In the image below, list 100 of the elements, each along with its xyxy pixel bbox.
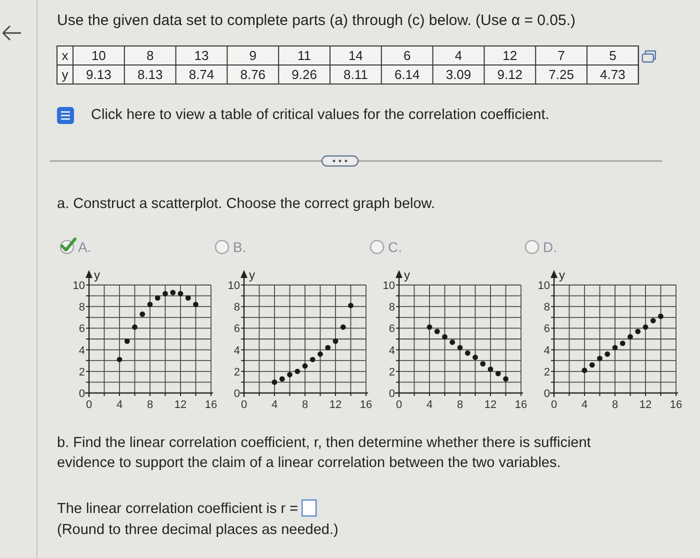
category-label: 7 xyxy=(558,48,565,63)
y-tick-label: 6 xyxy=(388,323,395,336)
category-label: 10 xyxy=(91,48,106,63)
x-tick-label: 12 xyxy=(329,399,342,411)
point xyxy=(650,318,656,324)
data-label: 7.25 xyxy=(548,67,574,82)
point xyxy=(635,328,641,334)
point xyxy=(132,324,138,330)
point xyxy=(434,328,440,334)
category-label: 14 xyxy=(348,48,363,63)
y-axis-title: y xyxy=(94,268,100,282)
text: Use the given data set to complete parts (a) through (c) below. (Use α = 0.05.) xyxy=(57,12,576,29)
point xyxy=(442,334,448,340)
y-tick-label: 0 xyxy=(234,388,240,400)
data-label: 6.14 xyxy=(394,67,420,82)
category-label: 13 xyxy=(194,48,209,63)
y-tick-label: 4 xyxy=(234,344,240,357)
y-tick-label: 6 xyxy=(234,323,240,336)
data-label: 8.13 xyxy=(137,67,163,82)
point xyxy=(597,356,602,362)
text: The linear correlation coefficient is r = xyxy=(57,501,298,517)
point xyxy=(426,324,432,330)
y-axis-title: y xyxy=(559,268,565,282)
point xyxy=(612,344,618,350)
data-label: 8.11 xyxy=(344,67,368,82)
point xyxy=(480,361,486,367)
point xyxy=(620,340,626,346)
y-tick-label: 10 xyxy=(382,280,395,292)
point xyxy=(325,344,331,350)
y-tick-label: 6 xyxy=(544,323,550,336)
y-tick-label: 2 xyxy=(388,366,395,378)
text: b. Find the linear correlation coefficient, r, then determine whether there is sufficient evidence to support the claim of a linear correlation between the two variables. xyxy=(57,435,591,471)
point xyxy=(488,366,494,372)
point xyxy=(450,340,456,345)
y-tick-label: 0 xyxy=(78,388,85,400)
y-tick-label: 10 xyxy=(538,280,550,292)
point xyxy=(589,362,595,368)
y-axis-title: y xyxy=(249,268,255,282)
point xyxy=(503,376,508,382)
data-label: 3.09 xyxy=(446,67,472,82)
y-tick-label: 8 xyxy=(234,302,240,314)
y-tick-label: 0 xyxy=(388,388,395,400)
x-tick-label: 16 xyxy=(514,399,528,411)
x-tick-label: 8 xyxy=(146,399,154,411)
x-tick-label: 16 xyxy=(670,399,682,411)
point xyxy=(464,350,470,356)
y-tick-label: 4 xyxy=(388,344,395,357)
y-tick-label: 0 xyxy=(544,388,550,400)
point xyxy=(287,372,292,378)
x-tick-label: 4 xyxy=(116,399,123,411)
y-tick-label: 2 xyxy=(544,366,550,378)
point xyxy=(340,324,346,330)
x-tick-label: 4 xyxy=(581,399,588,411)
point xyxy=(272,380,278,385)
data-label: 4.73 xyxy=(600,67,626,82)
point xyxy=(302,363,308,369)
data-label: 9.13 xyxy=(86,67,112,82)
point xyxy=(154,295,160,301)
point xyxy=(294,368,300,374)
x-tick-label: 16 xyxy=(204,399,218,411)
category-label: 9 xyxy=(249,48,257,63)
point xyxy=(642,324,648,330)
x-tick-label: 8 xyxy=(302,399,308,411)
point xyxy=(332,338,338,344)
point xyxy=(185,295,191,301)
y-tick-label: 6 xyxy=(78,323,85,336)
x-tick-label: 16 xyxy=(360,399,372,411)
point xyxy=(658,314,664,320)
point xyxy=(495,370,501,376)
x-tick-label: 12 xyxy=(484,399,497,411)
point xyxy=(170,290,176,296)
chart-title: B. xyxy=(233,239,246,255)
data-label: 9.26 xyxy=(292,67,317,82)
x-tick-label: 4 xyxy=(426,399,433,411)
point xyxy=(116,356,122,362)
y-tick-label: 8 xyxy=(388,302,395,314)
y-tick-label: 8 xyxy=(78,302,85,314)
y-tick-label: 4 xyxy=(544,344,550,357)
y-tick-label: 4 xyxy=(78,344,85,357)
x-tick-label: 12 xyxy=(639,399,652,411)
y-tick-label: 2 xyxy=(234,366,240,378)
data-label: 8.74 xyxy=(188,67,214,82)
category-label: 5 xyxy=(609,48,616,63)
point xyxy=(147,302,153,308)
text: (Round to three decimal places as needed.) xyxy=(57,522,338,538)
category-label: 6 xyxy=(403,48,411,63)
point xyxy=(628,334,633,340)
chart-title: A. xyxy=(78,239,92,255)
text: a. Construct a scatterplot. Choose the correct graph below. xyxy=(57,196,436,212)
point xyxy=(318,351,323,357)
point xyxy=(193,302,198,308)
y-tick-label: 2 xyxy=(78,366,85,378)
category-label: 11 xyxy=(298,48,312,63)
point xyxy=(472,354,478,360)
text: x xyxy=(62,48,69,63)
point xyxy=(457,344,463,350)
point xyxy=(279,376,285,382)
text: Click here to view a table of critical values for the correlation coefficient. xyxy=(91,107,550,123)
x-tick-label: 8 xyxy=(456,399,464,411)
chart-title: D. xyxy=(543,239,557,255)
